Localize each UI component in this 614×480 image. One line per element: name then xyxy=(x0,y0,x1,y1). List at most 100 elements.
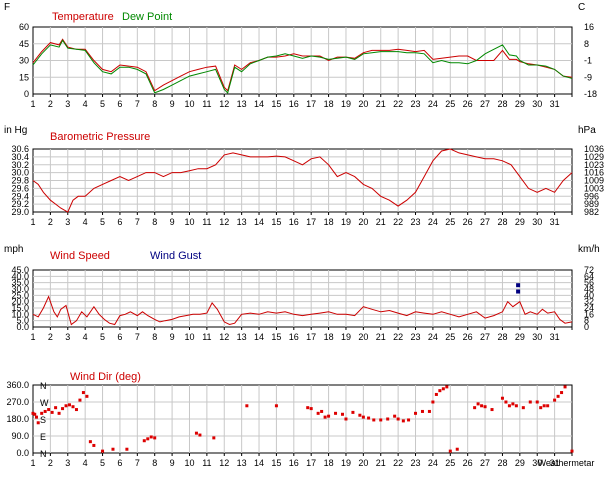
data-point xyxy=(560,391,564,395)
x-tick-label: 27 xyxy=(480,458,490,468)
data-point xyxy=(71,405,75,409)
cardinal-label: N xyxy=(40,381,47,391)
x-tick-label: 6 xyxy=(117,99,122,109)
x-tick-label: 28 xyxy=(497,458,507,468)
x-tick-label: 26 xyxy=(463,458,473,468)
data-point xyxy=(340,412,344,416)
y-tick-label-left: 15 xyxy=(19,72,29,82)
x-tick-label: 13 xyxy=(237,217,247,227)
x-tick-label: 23 xyxy=(411,458,421,468)
x-tick-label: 5 xyxy=(100,332,105,342)
data-point xyxy=(420,409,424,413)
data-point xyxy=(556,394,560,398)
x-tick-label: 15 xyxy=(271,458,281,468)
cardinal-label: N xyxy=(40,449,47,459)
x-tick-label: 23 xyxy=(411,217,421,227)
x-tick-label: 4 xyxy=(83,332,88,342)
x-tick-label: 16 xyxy=(289,99,299,109)
y-tick-label-left: 30.0 xyxy=(11,284,29,294)
x-tick-label: 20 xyxy=(358,458,368,468)
x-tick-label: 6 xyxy=(117,332,122,342)
x-tick-label: 22 xyxy=(393,458,403,468)
y-tick-label-left: 30.4 xyxy=(11,152,29,162)
x-tick-label: 7 xyxy=(135,99,140,109)
x-tick-label: 30 xyxy=(532,217,542,227)
y-tick-label-left: 20.0 xyxy=(11,297,29,307)
data-point xyxy=(245,404,249,408)
data-point xyxy=(43,409,47,413)
data-point xyxy=(33,412,37,416)
y-tick-label-left: 10.0 xyxy=(11,309,29,319)
x-tick-label: 30 xyxy=(532,332,542,342)
data-point xyxy=(212,436,216,440)
data-point xyxy=(334,411,338,415)
x-tick-label: 5 xyxy=(100,458,105,468)
x-tick-label: 2 xyxy=(48,99,53,109)
data-point xyxy=(47,408,51,412)
data-point xyxy=(111,447,115,451)
data-point xyxy=(386,417,390,421)
y-tick-label-left: 29.6 xyxy=(11,183,29,193)
x-tick-label: 20 xyxy=(358,332,368,342)
y-tick-label-left: 60 xyxy=(19,22,29,32)
y-tick-label-right: 1029 xyxy=(584,152,604,162)
x-tick-label: 15 xyxy=(271,332,281,342)
x-tick-label: 13 xyxy=(237,332,247,342)
data-point xyxy=(88,440,92,444)
y-tick-label-right: 0 xyxy=(584,322,589,332)
data-point xyxy=(448,449,452,453)
x-tick-label: 18 xyxy=(324,458,334,468)
x-tick-label: 11 xyxy=(202,99,211,109)
data-point xyxy=(570,449,574,453)
y-tick-label-right: 32 xyxy=(584,297,594,307)
data-point xyxy=(306,406,310,410)
x-tick-label: 12 xyxy=(219,458,229,468)
x-tick-label: 16 xyxy=(289,458,299,468)
x-tick-label: 28 xyxy=(497,217,507,227)
x-tick-label: 29 xyxy=(515,458,525,468)
data-point xyxy=(358,413,362,417)
data-point xyxy=(490,408,494,412)
cardinal-label: W xyxy=(40,398,49,408)
y-tick-label-right: 48 xyxy=(584,284,594,294)
data-point xyxy=(476,402,480,406)
y-tick-label-left: 29.2 xyxy=(11,199,29,209)
x-tick-label: 20 xyxy=(358,217,368,227)
data-point xyxy=(514,404,518,408)
x-tick-label: 3 xyxy=(65,332,70,342)
x-tick-label: 17 xyxy=(306,458,316,468)
y-tick-label-right: 1009 xyxy=(584,176,604,186)
data-point xyxy=(142,439,146,443)
x-tick-label: 9 xyxy=(170,458,175,468)
x-tick-label: 25 xyxy=(445,217,455,227)
data-point xyxy=(414,411,418,415)
y-tick-label-left: 30.6 xyxy=(11,144,29,154)
x-tick-label: 7 xyxy=(135,332,140,342)
y-tick-label-right: 996 xyxy=(584,191,599,201)
y-tick-label-left: 15.0 xyxy=(11,303,29,313)
y-tick-label-right: 64 xyxy=(584,271,594,281)
x-tick-label: 24 xyxy=(428,99,438,109)
y-tick-label-right: 989 xyxy=(584,199,599,209)
x-tick-label: 25 xyxy=(445,332,455,342)
x-tick-label: 11 xyxy=(202,458,211,468)
x-tick-label: 13 xyxy=(237,99,247,109)
y-tick-label-left: 40.0 xyxy=(11,271,29,281)
x-tick-label: 19 xyxy=(341,99,351,109)
x-tick-label: 2 xyxy=(48,217,53,227)
x-tick-label: 10 xyxy=(184,332,194,342)
x-tick-label: 17 xyxy=(306,99,316,109)
x-tick-label: 21 xyxy=(376,332,386,342)
x-tick-label: 8 xyxy=(152,99,157,109)
x-tick-label: 31 xyxy=(550,332,560,342)
x-tick-label: 10 xyxy=(184,99,194,109)
y-tick-label-left: 90.0 xyxy=(11,431,29,441)
series-line xyxy=(32,38,573,92)
x-tick-label: 4 xyxy=(83,458,88,468)
x-tick-label: 12 xyxy=(219,217,229,227)
x-tick-label: 11 xyxy=(202,217,211,227)
data-point xyxy=(78,398,82,402)
x-tick-label: 22 xyxy=(393,217,403,227)
x-tick-label: 2 xyxy=(48,332,53,342)
x-tick-label: 1 xyxy=(30,332,35,342)
